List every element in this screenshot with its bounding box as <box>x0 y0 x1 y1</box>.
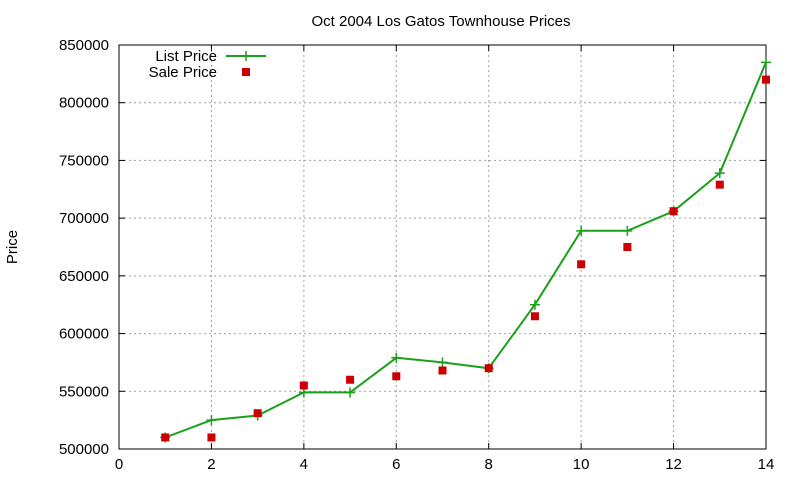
data-point-sale-price <box>392 372 401 381</box>
data-point-sale-price <box>669 207 678 216</box>
x-tick-label: 6 <box>392 456 400 473</box>
y-tick-label: 650000 <box>59 268 109 285</box>
x-tick-labels: 0 2 4 6 8 10 12 14 <box>115 456 775 473</box>
data-point-sale-price <box>299 381 308 390</box>
data-point-list-price <box>345 387 356 398</box>
data-point-sale-price <box>484 364 493 373</box>
data-point-sale-price <box>715 180 724 189</box>
y-tick-label: 800000 <box>59 95 109 112</box>
data-point-list-price <box>761 57 771 68</box>
y-tick-label: 500000 <box>59 441 109 458</box>
chart-title: Oct 2004 Los Gatos Townhouse Prices <box>311 13 570 30</box>
data-point-list-price <box>206 415 217 426</box>
x-tick-label: 10 <box>573 456 590 473</box>
series-list-price <box>160 57 771 443</box>
x-tick-label: 4 <box>300 456 308 473</box>
data-point-list-price <box>576 225 587 236</box>
grid-layer <box>119 45 766 449</box>
data-point-sale-price <box>762 75 770 84</box>
y-axis-label: Price <box>4 230 21 264</box>
legend-label-sale-price: Sale Price <box>149 64 217 81</box>
legend-marker-sale-price <box>242 68 250 76</box>
x-tick-label: 2 <box>207 456 215 473</box>
series-sale-price <box>161 75 770 442</box>
x-tick-label: 14 <box>758 456 775 473</box>
x-tick-label: 8 <box>485 456 493 473</box>
data-point-list-price <box>529 299 540 310</box>
legend-marker-list-price <box>241 51 251 61</box>
legend: List Price Sale Price <box>149 48 266 81</box>
legend-label-list-price: List Price <box>155 48 217 65</box>
data-point-sale-price <box>253 409 262 418</box>
data-point-sale-price <box>161 433 170 442</box>
y-tick-label: 700000 <box>59 210 109 227</box>
data-point-list-price <box>391 352 402 363</box>
tick-layer <box>118 44 767 450</box>
y-tick-label: 750000 <box>59 152 109 169</box>
data-point-sale-price <box>623 243 632 251</box>
data-point-list-price <box>714 168 725 179</box>
y-tick-label: 600000 <box>59 326 109 343</box>
data-point-list-price <box>622 225 633 236</box>
series-line-list-price <box>164 61 767 439</box>
series-layer <box>160 57 771 443</box>
data-point-sale-price <box>438 366 447 375</box>
y-tick-label: 550000 <box>59 383 109 400</box>
y-tick-label: 850000 <box>59 37 109 54</box>
x-tick-label: 12 <box>665 456 682 473</box>
data-point-sale-price <box>207 433 216 442</box>
data-point-sale-price <box>530 312 539 321</box>
plot-frame <box>118 44 767 450</box>
x-tick-label: 0 <box>115 456 123 473</box>
data-point-list-price <box>437 357 448 368</box>
data-point-sale-price <box>577 260 586 269</box>
data-point-sale-price <box>346 375 355 384</box>
y-tick-labels: 500000 550000 600000 650000 700000 750000 8000… <box>59 37 109 458</box>
